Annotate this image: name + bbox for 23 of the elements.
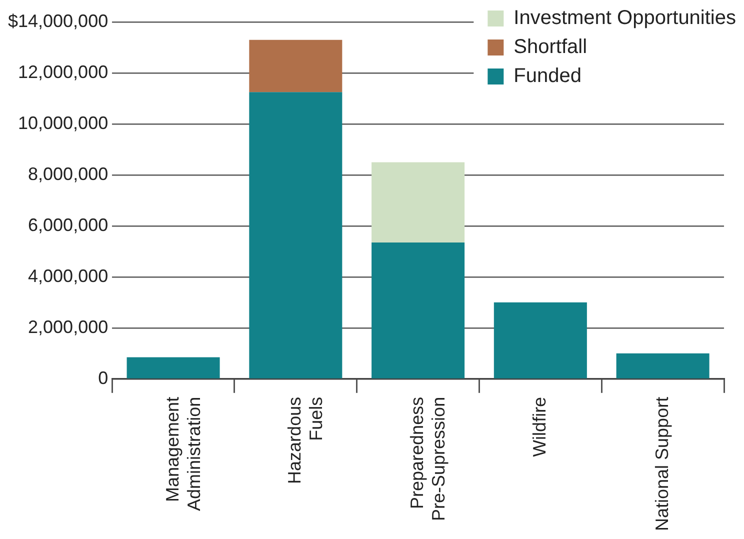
y-tick-label: 0 [98, 368, 108, 388]
y-tick-label: $14,000,000 [8, 10, 108, 31]
y-tick-label: 6,000,000 [28, 214, 108, 235]
y-tick-label: 8,000,000 [28, 164, 108, 184]
y-tick-label: 12,000,000 [18, 62, 108, 82]
bar [249, 40, 342, 92]
y-tick-label: 2,000,000 [28, 316, 108, 337]
legend-label: Funded [514, 65, 582, 88]
legend-label: Investment Opportunities [514, 7, 736, 30]
bar [616, 353, 710, 378]
x-tick-label: Preparedness Pre-Supression [407, 396, 449, 521]
x-tick-label: National Support [652, 396, 672, 532]
bar [372, 242, 465, 378]
y-tick-label: 10,000,000 [18, 112, 108, 133]
bar [126, 357, 220, 378]
x-tick-label: Wildfire [529, 396, 550, 457]
bar [372, 162, 465, 243]
bar [249, 92, 342, 378]
x-tick-label: Management Administration [162, 396, 204, 511]
x-tick-label: Hazardous Fuels [284, 396, 326, 484]
legend-label: Shortfall [514, 36, 588, 58]
bar [494, 302, 587, 378]
y-tick-label: 4,000,000 [28, 266, 108, 286]
